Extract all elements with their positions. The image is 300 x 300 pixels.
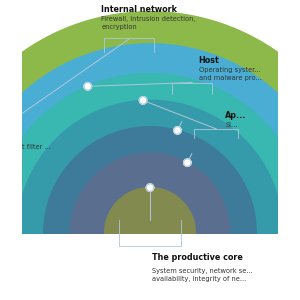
Circle shape (146, 184, 154, 191)
Polygon shape (44, 127, 256, 233)
Text: Internal network: Internal network (101, 5, 177, 14)
Text: t filter ...: t filter ... (22, 144, 51, 150)
Circle shape (84, 82, 92, 90)
Text: Ap...: Ap... (225, 111, 247, 120)
Text: The productive core: The productive core (152, 253, 243, 262)
Polygon shape (105, 188, 195, 233)
Text: System security, network se...
availability, integrity of ne...: System security, network se... availabil… (152, 268, 253, 282)
Polygon shape (0, 74, 300, 233)
Text: Operating syster...
and malware pro...: Operating syster... and malware pro... (199, 67, 262, 81)
Circle shape (184, 159, 191, 166)
Text: Host: Host (199, 56, 219, 65)
Polygon shape (0, 44, 300, 233)
Text: Si...: Si... (225, 122, 238, 128)
Polygon shape (0, 12, 300, 233)
Text: Firewall, intrusion detection,
encryption: Firewall, intrusion detection, encryptio… (101, 16, 196, 30)
Circle shape (139, 97, 147, 104)
Polygon shape (17, 100, 283, 233)
Polygon shape (70, 153, 230, 233)
Circle shape (174, 127, 181, 134)
